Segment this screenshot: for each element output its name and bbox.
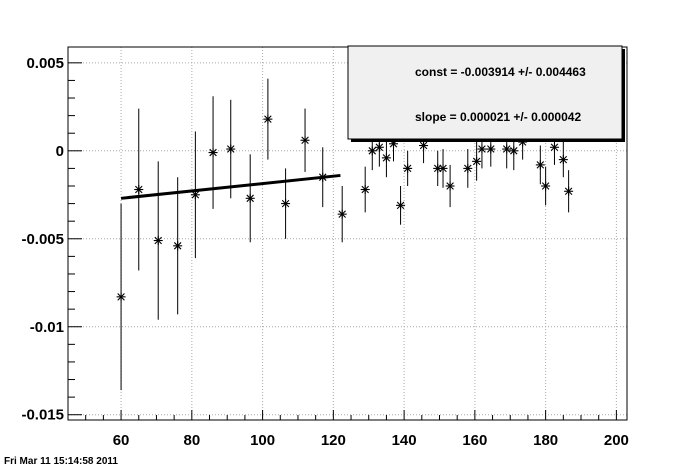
data-point [281, 199, 291, 209]
data-point [486, 144, 496, 154]
timestamp: Fri Mar 11 15:14:58 2011 [4, 456, 118, 467]
data-point [226, 144, 236, 154]
data-point [116, 292, 126, 302]
data-point [445, 181, 455, 191]
data-point [367, 146, 377, 156]
y-tick-label: 0 [56, 143, 64, 160]
stats-slope: slope = 0.000021 +/- 0.000042 [415, 110, 581, 124]
stats-box: const = -0.003914 +/- 0.004463 slope = 0… [347, 45, 625, 142]
data-point [502, 144, 512, 154]
x-tick-label: 80 [183, 432, 200, 449]
data-point [463, 163, 473, 173]
data-point [509, 146, 519, 156]
data-point [549, 142, 559, 152]
data-point [472, 156, 482, 166]
y-tick-label: 0.005 [26, 55, 64, 72]
x-tick-label: 60 [113, 432, 130, 449]
fit-line-segment [120, 173, 341, 200]
data-point [558, 155, 568, 165]
data-point [173, 241, 183, 251]
stats-const: const = -0.003914 +/- 0.004463 [415, 65, 586, 79]
fit-line [120, 173, 341, 200]
x-tick-label: 200 [604, 432, 629, 449]
y-tick-label: -0.005 [21, 231, 64, 248]
x-axis-ticks: 60 80 100 120 140 160 180 200 [85, 410, 629, 449]
x-tick-label: 160 [462, 432, 487, 449]
data-point [396, 200, 406, 210]
data-point [419, 141, 429, 151]
data-point [374, 142, 384, 152]
data-point [337, 209, 347, 219]
data-point [263, 114, 273, 124]
data-point [360, 185, 370, 195]
stats-box-panel [347, 45, 623, 140]
data-point [477, 144, 487, 154]
x-tick-label: 100 [250, 432, 275, 449]
data-point [245, 193, 255, 203]
y-tick-label: -0.01 [30, 319, 64, 336]
data-point [438, 163, 448, 173]
y-axis-ticks: 0.005 0 -0.005 -0.01 -0.015 [21, 55, 82, 424]
x-tick-label: 180 [533, 432, 558, 449]
data-point [190, 190, 200, 200]
y-tick-label: -0.015 [21, 407, 64, 424]
data-point [318, 172, 328, 182]
x-tick-label: 120 [321, 432, 346, 449]
data-point [541, 181, 551, 191]
data-point [535, 160, 545, 170]
x-tick-label: 140 [392, 432, 417, 449]
data-point [153, 236, 163, 246]
data-points [116, 114, 574, 302]
data-point [564, 186, 574, 196]
data-point [208, 148, 218, 158]
data-point [300, 135, 310, 145]
data-point [134, 185, 144, 195]
data-point [381, 153, 391, 163]
data-point [403, 163, 413, 173]
